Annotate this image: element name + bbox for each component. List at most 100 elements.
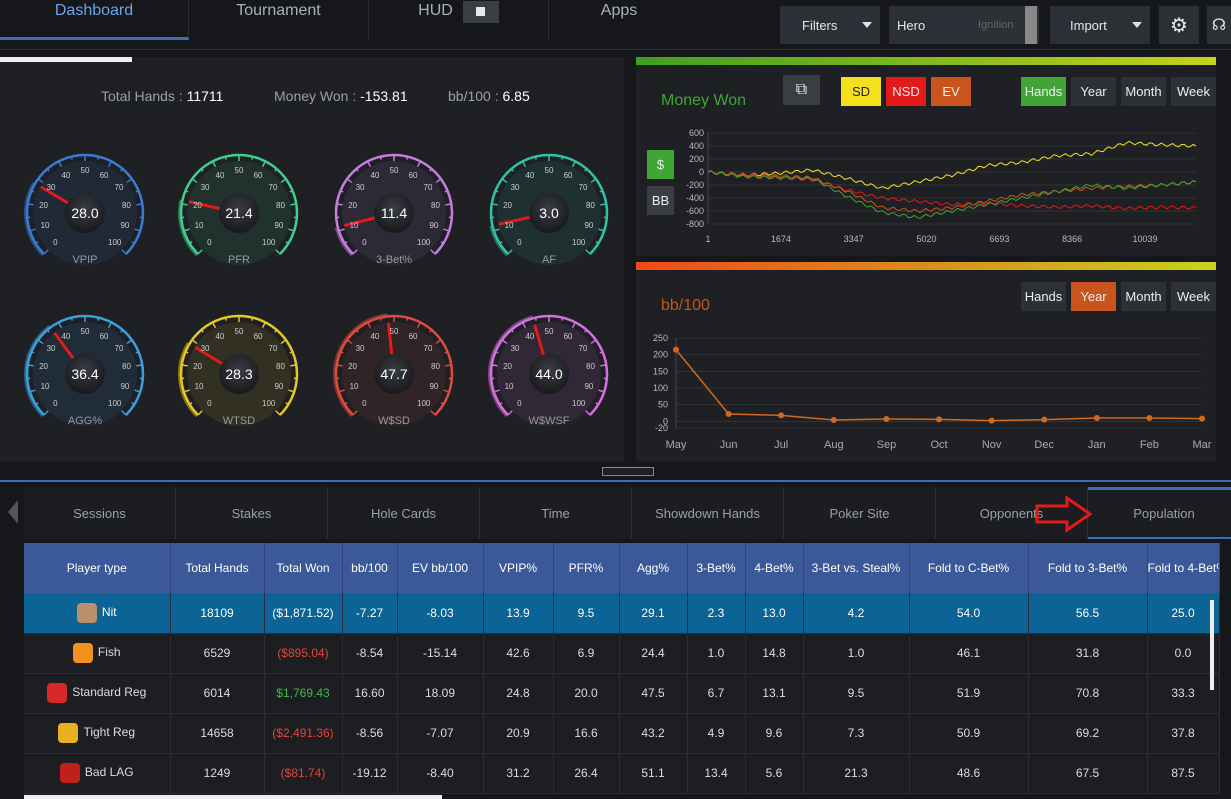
- money-series-line: [707, 170, 1197, 220]
- panel-splitter[interactable]: [0, 480, 1231, 482]
- gauge-tick-label: 70: [114, 183, 124, 193]
- tab-hud[interactable]: HUD: [369, 0, 549, 40]
- column-header[interactable]: Fold to 3-Bet%: [1028, 543, 1148, 593]
- range-button-year[interactable]: Year: [1071, 77, 1116, 106]
- column-header[interactable]: Fold to 4-Bet%: [1147, 543, 1220, 593]
- x-tick-label: Sep: [877, 439, 897, 451]
- column-header[interactable]: Total Won: [264, 543, 343, 593]
- ev-toggle[interactable]: EV: [931, 77, 971, 106]
- player-type-cell: Standard Reg: [24, 673, 171, 714]
- gauge-tick-label: 10: [40, 220, 50, 230]
- support-button[interactable]: ☊: [1207, 6, 1231, 44]
- gauge-label: WTSD: [222, 415, 256, 427]
- subtab-sessions[interactable]: Sessions: [24, 487, 176, 539]
- gauge-wsd: 0 10 20 30 40 50 60 70 80 90 100 47.7 W$SD: [331, 311, 457, 437]
- external-link-button[interactable]: ⧉: [783, 75, 820, 105]
- table-row[interactable]: Fish 6529 ($895.04) -8.54 -15.14 42.6 6.9 24.4 1…: [24, 633, 1220, 674]
- horizontal-scrollbar[interactable]: [24, 795, 442, 799]
- table-row[interactable]: Standard Reg 6014 $1,769.43 16.60 18.09 24.8 2…: [24, 673, 1220, 714]
- table-cell: 51.1: [619, 753, 688, 794]
- tab-dashboard-label: Dashboard: [54, 2, 134, 19]
- column-header[interactable]: Agg%: [619, 543, 688, 593]
- column-header[interactable]: PFR%: [553, 543, 620, 593]
- table-cell: 9.6: [745, 713, 804, 754]
- gauge-tick-label: 100: [572, 398, 586, 408]
- range-button-month[interactable]: Month: [1121, 77, 1166, 106]
- x-tick-label: Jul: [774, 439, 788, 451]
- gauge-tick-label: 20: [39, 201, 48, 211]
- hero-select[interactable]: Hero Ignition: [889, 6, 1039, 44]
- y-tick-label: 400: [689, 141, 704, 151]
- gauge-value: 36.4: [65, 354, 105, 394]
- tab-apps[interactable]: Apps: [549, 0, 689, 40]
- scroll-left-arrow-icon[interactable]: [8, 500, 18, 524]
- table-row[interactable]: Nit 18109 ($1,871.52) -7.27 -8.03 13.9 9.5 29.1…: [24, 593, 1220, 634]
- table-row[interactable]: Bad LAG 1249 ($81.74) -19.12 -8.40 31.2 26.4 51…: [24, 753, 1220, 794]
- settings-button[interactable]: ⚙: [1159, 6, 1199, 44]
- site-dropdown-toggle[interactable]: [1025, 6, 1037, 44]
- range-button-week[interactable]: Week: [1171, 282, 1216, 311]
- gauge-tick-label: 80: [431, 362, 440, 372]
- column-header[interactable]: Total Hands: [170, 543, 265, 593]
- sd-toggle-label: SD: [851, 84, 871, 99]
- range-button-week[interactable]: Week: [1171, 77, 1216, 106]
- gauge-wwsf: 0 10 20 30 40 50 60 70 80 90 100 44.0 W$WSF: [486, 311, 612, 437]
- tab-dashboard[interactable]: Dashboard: [0, 0, 189, 40]
- gauge-label: VPIP: [72, 254, 98, 266]
- bb-unit-button[interactable]: BB: [647, 186, 674, 215]
- table-cell: 16.6: [553, 713, 620, 754]
- table-cell: 6.7: [687, 673, 746, 714]
- gauge-tick-label: 80: [431, 201, 440, 211]
- subtab-time[interactable]: Time: [480, 487, 632, 539]
- tab-tournament[interactable]: Tournament: [189, 0, 369, 40]
- table-cell: 24.4: [619, 633, 688, 674]
- bb100-panel: [636, 262, 1216, 462]
- import-button[interactable]: Import: [1050, 6, 1150, 44]
- column-header[interactable]: 3-Bet%: [687, 543, 746, 593]
- gauge-tick-label: 20: [193, 201, 202, 211]
- gauge-tick-label: 10: [349, 220, 359, 230]
- column-header[interactable]: Fold to C-Bet%: [909, 543, 1029, 593]
- nsd-toggle[interactable]: NSD: [886, 77, 926, 106]
- column-header[interactable]: EV bb/100: [397, 543, 484, 593]
- column-header[interactable]: VPIP%: [483, 543, 554, 593]
- range-button-hands[interactable]: Hands: [1021, 282, 1066, 311]
- sd-toggle[interactable]: SD: [841, 77, 881, 106]
- gauge-label: AF: [541, 254, 557, 266]
- gauge-tick-label: 100: [262, 237, 276, 247]
- subtab-stakes[interactable]: Stakes: [176, 487, 328, 539]
- table-cell: -8.03: [397, 593, 484, 634]
- player-type-cell: Nit: [24, 593, 171, 634]
- column-header[interactable]: bb/100: [342, 543, 398, 593]
- hud-stop-icon[interactable]: [462, 1, 499, 23]
- y-tick-label: -400: [686, 193, 704, 203]
- gauge-tick-label: 80: [122, 362, 131, 372]
- range-button-hands[interactable]: Hands: [1021, 77, 1066, 106]
- table-cell: -8.40: [397, 753, 484, 794]
- gauge-tick-label: 40: [215, 331, 225, 341]
- table-cell: ($895.04): [264, 633, 343, 674]
- filters-button[interactable]: Filters: [780, 6, 880, 44]
- dollar-unit-button[interactable]: $: [647, 150, 674, 179]
- table-cell: 5.6: [745, 753, 804, 794]
- table-cell: -8.54: [342, 633, 398, 674]
- dollar-unit-label: $: [656, 157, 665, 172]
- money-won-panel: [636, 57, 1216, 256]
- subtab-hole-cards[interactable]: Hole Cards: [328, 487, 480, 539]
- gauge-tick-label: 10: [40, 381, 50, 391]
- stats-panel: [0, 57, 624, 462]
- table-cell: 51.9: [909, 673, 1029, 714]
- gauge-value: 47.7: [374, 354, 414, 394]
- range-button-month[interactable]: Month: [1121, 282, 1166, 311]
- splitter-handle[interactable]: [602, 467, 654, 476]
- column-header[interactable]: Player type: [24, 543, 171, 593]
- column-header[interactable]: 4-Bet%: [745, 543, 804, 593]
- column-header[interactable]: 3-Bet vs. Steal%: [803, 543, 910, 593]
- table-scrollbar[interactable]: [1210, 600, 1214, 690]
- y-tick-label: -800: [686, 219, 704, 229]
- range-button-year[interactable]: Year: [1071, 282, 1116, 311]
- subtab-showdown-hands[interactable]: Showdown Hands: [632, 487, 784, 539]
- table-row[interactable]: Tight Reg 14658 ($2,491.36) -8.56 -7.07 20.9 1…: [24, 713, 1220, 754]
- subtab-population[interactable]: Population: [1088, 487, 1231, 539]
- subtab-poker-site[interactable]: Poker Site: [784, 487, 936, 539]
